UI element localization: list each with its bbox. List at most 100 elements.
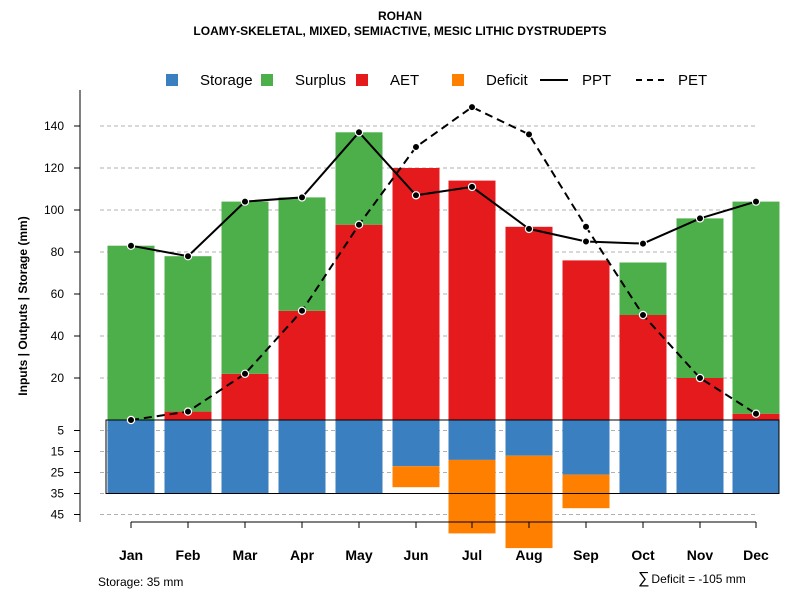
ppt-line-point <box>524 224 534 234</box>
ppt-line-point <box>751 197 761 206</box>
legend-ppt-label: PPT <box>582 71 612 89</box>
deficit-footer: ∑ Deficit = -105 mm <box>638 570 746 588</box>
storage-bar <box>107 420 155 494</box>
pet-line-point <box>467 102 477 112</box>
surplus-bar <box>732 201 780 414</box>
deficit-bar <box>505 455 553 549</box>
storage-bar <box>278 420 326 494</box>
legend: Storage Surplus AET Deficit PPT PET <box>0 70 800 90</box>
y-tick-label: 20 <box>51 371 65 385</box>
pet-line-point <box>581 222 591 231</box>
ppt-line-point <box>240 197 250 206</box>
legend-aet-label: AET <box>390 71 420 89</box>
pet-line-point <box>354 220 364 229</box>
pet-line-point <box>183 407 193 416</box>
y-tick-label: 140 <box>44 119 64 133</box>
y-tick-label: 40 <box>51 329 65 343</box>
surplus-bar <box>164 256 212 412</box>
x-tick-label: Oct <box>631 547 655 563</box>
legend-storage: Storage <box>166 70 253 90</box>
y-tick-label: 35 <box>51 487 65 501</box>
chart-title: ROHAN <box>378 9 422 23</box>
ppt-line-point <box>183 252 193 261</box>
storage-bar <box>164 420 212 494</box>
legend-pet-label: PET <box>678 71 708 89</box>
surplus-bar <box>335 132 383 225</box>
y-tick-label: 80 <box>51 245 65 259</box>
legend-pet-line <box>636 79 664 81</box>
legend-aet-swatch <box>356 74 368 86</box>
ppt-line-point <box>354 128 364 137</box>
surplus-bar <box>107 245 155 420</box>
x-tick-label: Apr <box>290 547 315 563</box>
ppt-line-point <box>297 193 307 202</box>
legend-surplus: Surplus <box>261 70 346 90</box>
x-tick-label: Jul <box>462 547 482 563</box>
x-tick-label: Feb <box>176 547 201 563</box>
aet-bar <box>619 315 667 420</box>
aet-bar <box>505 226 553 420</box>
y-tick-label: 25 <box>51 466 65 480</box>
aet-bar <box>335 224 383 420</box>
deficit-bar <box>392 466 440 488</box>
storage-bar <box>392 420 440 467</box>
y-tick-label: 45 <box>51 508 65 522</box>
storage-footer: Storage: 35 mm <box>98 575 184 589</box>
deficit-bar <box>448 459 496 534</box>
surplus-bar <box>619 262 667 315</box>
aet-bar <box>392 168 440 420</box>
ppt-line-point <box>638 239 648 248</box>
surplus-bar <box>676 218 724 378</box>
pet-line-point <box>695 373 705 383</box>
pet-line-point <box>751 409 761 418</box>
storage-bar <box>448 420 496 460</box>
x-tick-label: Dec <box>743 547 769 563</box>
aet-bar <box>278 310 326 420</box>
x-tick-label: Mar <box>233 547 258 563</box>
storage-bar <box>732 420 780 494</box>
y-tick-label: 15 <box>51 445 65 459</box>
ppt-line <box>130 130 757 258</box>
legend-aet: AET <box>356 70 419 90</box>
y-tick-label: 5 <box>57 424 64 438</box>
x-tick-label: May <box>345 547 372 563</box>
y-tick-label: 120 <box>44 161 64 175</box>
pet-line-point <box>126 415 136 425</box>
legend-deficit-label: Deficit <box>486 71 528 89</box>
aet-bar <box>221 373 269 420</box>
legend-storage-swatch <box>166 74 178 86</box>
legend-deficit: Deficit <box>452 70 528 90</box>
storage-bar <box>335 420 383 494</box>
deficit-footer-label: Deficit = -105 mm <box>651 572 746 586</box>
x-tick-label: Aug <box>515 547 542 563</box>
legend-storage-label: Storage <box>200 71 253 89</box>
ppt-line-point <box>467 182 477 192</box>
y-axis-label: Inputs | Outputs | Storage (mm) <box>16 216 30 395</box>
storage-bar <box>505 420 553 456</box>
pet-line-point <box>297 306 307 315</box>
ppt-line-point <box>695 214 705 223</box>
pet-line-point <box>638 310 648 320</box>
pet-line-point <box>411 142 421 152</box>
storage-bar <box>221 420 269 494</box>
surplus-bar <box>221 201 269 374</box>
legend-ppt: PPT <box>540 70 611 90</box>
ppt-line-point <box>126 241 136 250</box>
legend-pet: PET <box>636 70 707 90</box>
x-tick-label: Jun <box>404 547 429 563</box>
pet-line-point <box>524 130 534 139</box>
aet-bar <box>676 378 724 420</box>
legend-ppt-line <box>540 79 568 81</box>
surplus-bar <box>278 197 326 311</box>
x-tick-label: Sep <box>573 547 599 563</box>
legend-deficit-swatch <box>452 74 464 86</box>
legend-surplus-label: Surplus <box>295 71 346 89</box>
chart-subtitle: LOAMY-SKELETAL, MIXED, SEMIACTIVE, MESIC… <box>193 24 607 38</box>
legend-surplus-swatch <box>261 74 273 86</box>
pet-line <box>130 105 757 421</box>
y-tick-label: 100 <box>44 203 64 217</box>
x-tick-label: Jan <box>119 547 143 563</box>
pet-line-point <box>240 369 250 378</box>
storage-bar <box>619 420 667 494</box>
sigma-symbol: ∑ <box>638 570 650 587</box>
